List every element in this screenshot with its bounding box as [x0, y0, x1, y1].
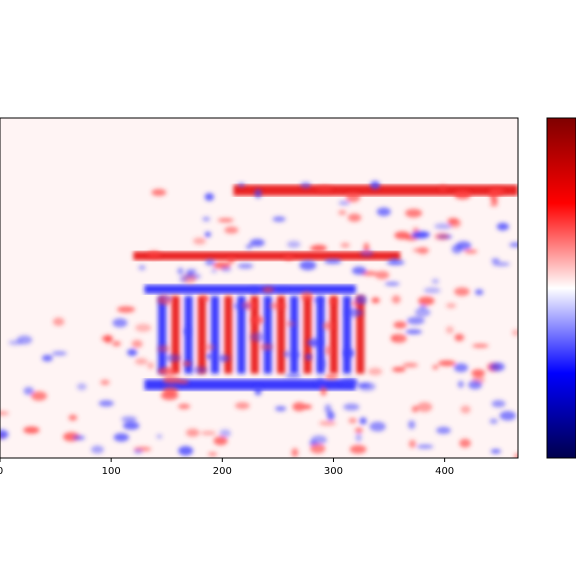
colorbar — [547, 118, 576, 458]
heatmap-feature-porch-roof-band — [133, 251, 400, 260]
x-axis: 0 100 200 300 400 — [0, 458, 454, 477]
x-tick-label: 0 — [0, 466, 3, 477]
heatmap-plot-area — [0, 118, 523, 485]
x-tick-label: 100 — [102, 466, 121, 477]
heatmap-feature-porch-lower-band — [145, 285, 356, 294]
x-tick-label: 200 — [213, 466, 232, 477]
x-tick-label: 400 — [435, 466, 454, 477]
x-tick-label: 300 — [324, 466, 343, 477]
colorbar-gradient — [547, 118, 576, 458]
